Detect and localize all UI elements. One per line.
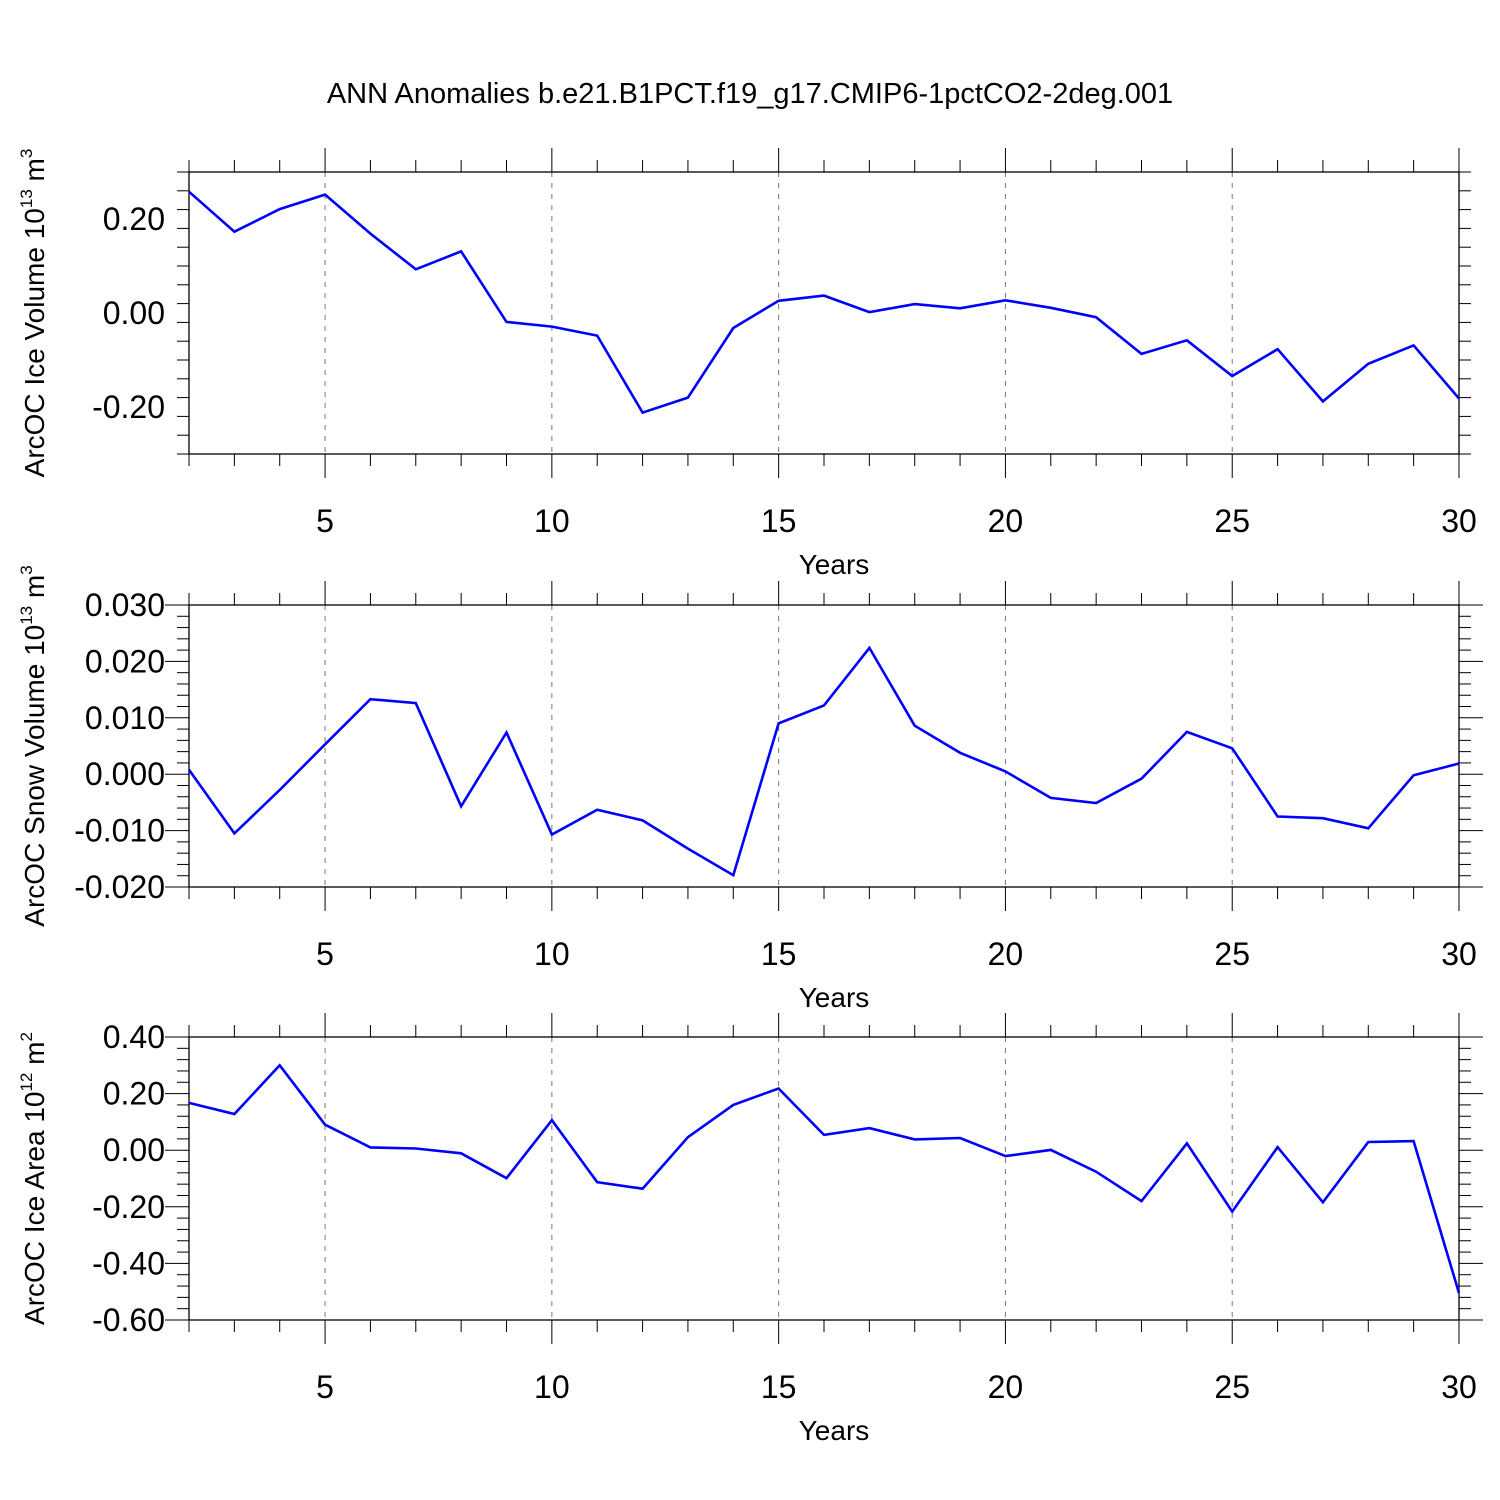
x-tick-label: 25 <box>1214 1369 1250 1405</box>
x-axis-label: Years <box>799 1415 870 1446</box>
y-axis-label-exponent: 12 <box>17 1073 36 1092</box>
y-axis-label-unit: m <box>19 575 50 606</box>
x-tick-label: 25 <box>1214 936 1250 972</box>
plot-frame <box>188 1036 1460 1321</box>
x-axis-label: Years <box>799 982 870 1013</box>
y-tick-label: -0.60 <box>92 1302 165 1338</box>
x-tick-label: 20 <box>988 936 1024 972</box>
y-axis-label-unit: m <box>19 158 50 189</box>
y-axis-label-exponent: 13 <box>17 189 36 208</box>
chart-panel-2: 5 10 15 20 25 30 -0.020 -0.010 0.000 0.010 0.020 0.… <box>17 565 1483 1013</box>
x-tick-label: 30 <box>1441 1369 1477 1405</box>
x-tick-label: 5 <box>316 936 334 972</box>
x-axis-label: Years <box>799 549 870 580</box>
plot-frame <box>188 171 1460 455</box>
x-tick-label: 20 <box>988 503 1024 539</box>
y-axis-label: ArcOC Ice Area 1012 m2 <box>17 1032 50 1325</box>
y-axis-label-unit-exponent: 3 <box>17 565 36 574</box>
series-line <box>187 645 1460 878</box>
y-axis-label-unit: m <box>19 1042 50 1073</box>
y-tick-label: 0.020 <box>85 643 165 679</box>
series-line <box>188 190 1460 415</box>
x-tick-label: 30 <box>1441 936 1477 972</box>
plot-frame <box>188 604 1460 888</box>
y-tick-label: -0.20 <box>92 1189 165 1225</box>
y-tick-label: -0.20 <box>92 389 165 425</box>
y-axis-label-text: ArcOC Ice Area 10 <box>19 1092 50 1325</box>
chart-panel-1: 5 10 15 20 25 30 -0.20 0.00 0.20 Years ArcOC Ice V… <box>17 148 1477 580</box>
x-tick-label: 10 <box>534 1369 570 1405</box>
x-tick-label: 5 <box>316 503 334 539</box>
y-tick-label: 0.20 <box>103 1076 165 1112</box>
x-tick-label: 20 <box>988 1369 1024 1405</box>
figure-title: ANN Anomalies b.e21.B1PCT.f19_g17.CMIP6-… <box>326 78 1174 110</box>
y-tick-label: 0.20 <box>103 201 165 237</box>
series-line <box>188 1063 1461 1294</box>
y-tick-label: -0.010 <box>74 813 165 849</box>
x-tick-label: 15 <box>761 1369 797 1405</box>
y-tick-label: 0.030 <box>85 587 165 623</box>
y-axis-label-text: ArcOC Ice Volume 10 <box>19 208 50 477</box>
x-tick-label: 25 <box>1214 503 1250 539</box>
chart-panel-3: 5 10 15 20 25 30 -0.60 -0.40 -0.20 0.00 0.20 0.40 Ye… <box>17 1013 1483 1446</box>
x-tick-label: 5 <box>316 1369 334 1405</box>
y-tick-label: -0.020 <box>74 869 165 905</box>
y-tick-label: 0.000 <box>85 756 165 792</box>
x-tick-label: 10 <box>534 936 570 972</box>
y-tick-label: 0.00 <box>103 295 165 331</box>
y-axis-label-text: ArcOC Snow Volume 10 <box>19 625 50 927</box>
x-tick-label: 10 <box>534 503 570 539</box>
x-tick-label: 15 <box>761 503 797 539</box>
x-tick-label: 15 <box>761 936 797 972</box>
y-tick-label: -0.40 <box>92 1245 165 1281</box>
y-tick-label: 0.010 <box>85 700 165 736</box>
y-tick-label: 0.40 <box>103 1019 165 1055</box>
y-axis-label: ArcOC Ice Volume 1013 m3 <box>17 149 50 478</box>
y-tick-label: 0.00 <box>103 1132 165 1168</box>
y-axis-label: ArcOC Snow Volume 1013 m3 <box>17 565 50 926</box>
x-tick-label: 30 <box>1441 503 1477 539</box>
y-axis-label-unit-exponent: 2 <box>17 1032 36 1041</box>
y-axis-label-unit-exponent: 3 <box>17 149 36 158</box>
y-axis-label-exponent: 13 <box>17 606 36 625</box>
